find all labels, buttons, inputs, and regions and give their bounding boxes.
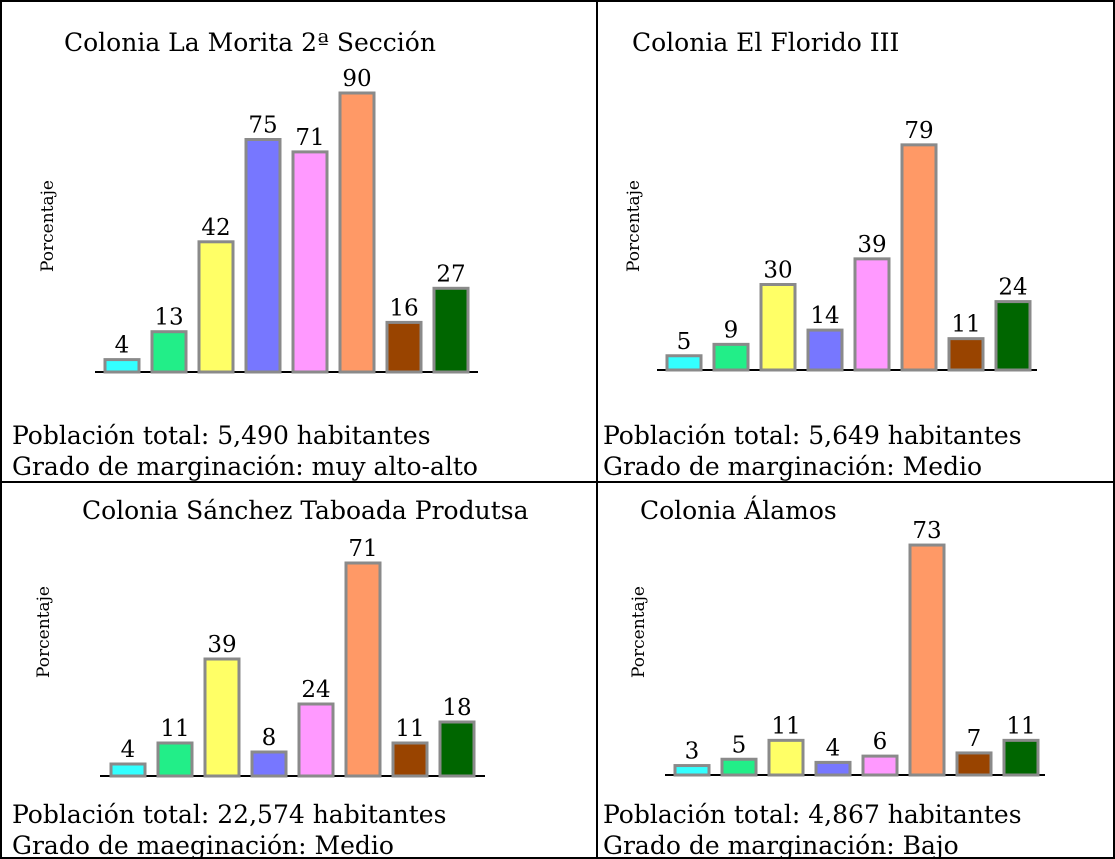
bar-value-label-4: 6: [873, 729, 888, 755]
bar-value-label-1: 9: [724, 317, 739, 343]
bar-1: [712, 342, 750, 372]
bar-chart-sanchez-taboada: 4 11 39 8 24 71 11 18: [100, 536, 485, 778]
bar-value-label-0: 3: [685, 739, 700, 765]
bar-value-label-2: 42: [201, 215, 230, 241]
marginalization-grade: Grado de marginación: Medio: [603, 452, 983, 481]
bar-chart-la-morita: 4 13 42 75 71 90 16 27: [95, 66, 478, 374]
bar-2: [759, 283, 797, 372]
population-total: Población total: 5,490 habitantes: [12, 421, 431, 450]
bar-value-label-0: 5: [677, 329, 692, 355]
population-total: Población total: 5,649 habitantes: [603, 421, 1022, 450]
bar-value-label-7: 11: [1006, 713, 1035, 739]
bar-5: [338, 91, 376, 374]
bar-chart-alamos: 3 5 11 4 6 73 7 11: [665, 518, 1045, 777]
bar-value-label-3: 75: [248, 113, 277, 139]
bar-3: [814, 760, 852, 777]
bar-0: [103, 358, 141, 374]
y-axis-label: Porcentaje: [38, 180, 58, 272]
bar-7: [438, 720, 476, 778]
bar-1: [720, 757, 758, 777]
bar-value-label-5: 71: [348, 536, 377, 562]
bar-value-label-3: 8: [262, 725, 277, 751]
bar-value-label-6: 11: [951, 312, 980, 338]
bar-value-label-3: 14: [810, 303, 839, 329]
bar-value-label-6: 16: [389, 295, 418, 321]
population-total: Población total: 22,574 habitantes: [12, 800, 447, 829]
bar-value-label-7: 18: [442, 695, 471, 721]
bar-7: [432, 286, 470, 374]
bar-value-label-4: 24: [301, 677, 330, 703]
chart-title: Colonia La Morita 2ª Sección: [64, 28, 436, 57]
bar-6: [947, 337, 985, 372]
marginalization-grade: Grado de marginación: muy alto-alto: [12, 452, 478, 481]
bar-5: [344, 561, 382, 778]
bar-value-label-2: 30: [763, 258, 792, 284]
bar-value-label-0: 4: [115, 333, 130, 359]
bar-value-label-7: 24: [998, 275, 1027, 301]
bar-4: [291, 150, 329, 374]
bar-4: [861, 754, 899, 777]
chart-title: Colonia Sánchez Taboada Produtsa: [82, 496, 529, 525]
y-axis-label: Porcentaje: [629, 586, 649, 678]
population-total: Población total: 4,867 habitantes: [603, 800, 1022, 829]
chart-panel-la-morita: 4 13 42 75 71 90 16 27 Colonia La Morita 2ª Sec…: [0, 0, 597, 482]
bar-value-label-1: 13: [154, 305, 183, 331]
chart-panel-sanchez-taboada: 4 11 39 8 24 71 11 18 Colonia Sánchez Taboada P…: [0, 482, 597, 859]
chart-title: Colonia Álamos: [640, 496, 837, 525]
bar-5: [900, 143, 938, 372]
bar-value-label-1: 11: [160, 716, 189, 742]
bar-value-label-2: 11: [771, 713, 800, 739]
bar-3: [250, 750, 288, 778]
bar-6: [955, 751, 993, 777]
bar-0: [665, 354, 703, 372]
chart-panel-el-florido: 5 9 30 14 39 79 11 24 Colonia El Florido III Po…: [597, 0, 1115, 482]
bar-2: [203, 657, 241, 778]
bar-7: [994, 300, 1032, 372]
bar-3: [244, 138, 282, 374]
bar-6: [391, 741, 429, 778]
bar-value-label-4: 39: [857, 232, 886, 258]
bar-value-label-6: 11: [395, 716, 424, 742]
bar-7: [1002, 738, 1040, 777]
bar-1: [156, 741, 194, 778]
bar-4: [297, 702, 335, 778]
bar-value-label-6: 7: [967, 726, 982, 752]
bar-2: [767, 738, 805, 777]
bar-3: [806, 328, 844, 372]
bar-value-label-4: 71: [295, 125, 324, 151]
marginalization-grade: Grado de marginación: Bajo: [603, 831, 959, 859]
chart-panel-alamos: 3 5 11 4 6 73 7 11 Colonia Álamos Porcentaje Po…: [597, 482, 1115, 859]
bar-value-label-1: 5: [732, 732, 747, 758]
bar-value-label-5: 79: [904, 118, 933, 144]
bar-6: [385, 320, 423, 374]
bar-4: [853, 257, 891, 372]
y-axis-label: Porcentaje: [34, 586, 54, 678]
bar-1: [150, 330, 188, 374]
bar-chart-el-florido: 5 9 30 14 39 79 11 24: [657, 118, 1037, 372]
bar-value-label-2: 39: [207, 632, 236, 658]
bar-value-label-5: 73: [912, 518, 941, 544]
bar-2: [197, 240, 235, 374]
bar-value-label-5: 90: [342, 66, 371, 92]
marginalization-grade: Grado de maeginación: Medio: [12, 831, 394, 859]
bar-0: [109, 762, 147, 778]
bar-value-label-0: 4: [121, 737, 136, 763]
bar-value-label-7: 27: [436, 261, 465, 287]
y-axis-label: Porcentaje: [624, 180, 644, 272]
bar-value-label-3: 4: [826, 735, 841, 761]
bar-0: [673, 764, 711, 777]
chart-title: Colonia El Florido III: [632, 28, 900, 57]
bar-5: [908, 543, 946, 777]
